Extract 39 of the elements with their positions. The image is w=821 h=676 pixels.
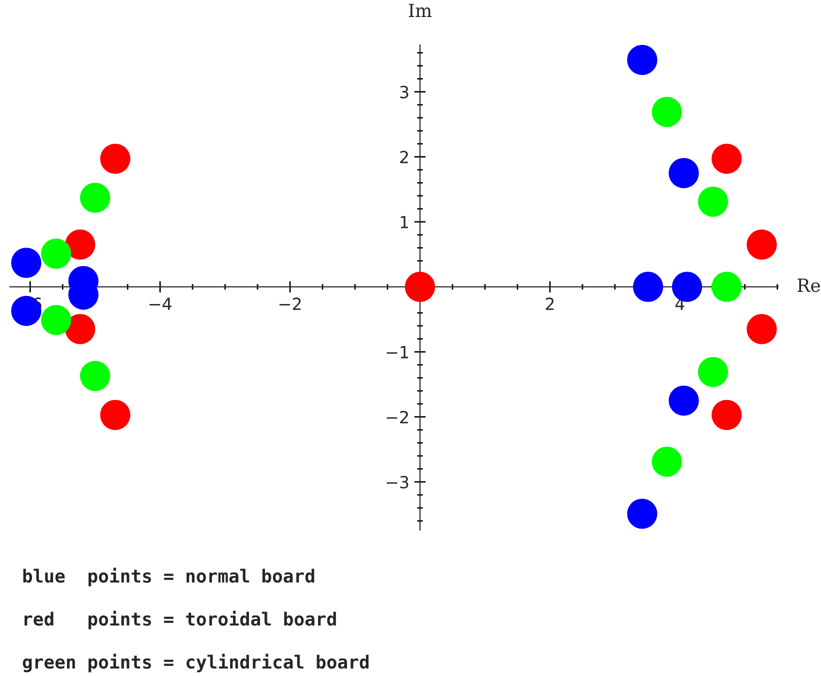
y-tick-label: −2 — [386, 410, 408, 424]
y-tick-label: 3 — [400, 86, 408, 98]
y-tick-label: 1 — [400, 216, 408, 228]
point — [632, 272, 664, 302]
x-tick-label: −4 — [150, 298, 172, 310]
point — [100, 144, 130, 174]
point — [100, 400, 130, 430]
point — [698, 356, 728, 388]
y-tick-label: −3 — [386, 476, 408, 488]
y-tick-label: −1 — [386, 346, 408, 358]
point — [404, 272, 436, 302]
point — [712, 272, 742, 302]
text: red points = toroidal board — [24, 610, 336, 630]
point — [11, 248, 42, 278]
point — [80, 182, 110, 213]
point — [11, 296, 42, 326]
point — [65, 230, 96, 260]
x-tick-label: 2 — [546, 298, 554, 310]
text: blue points = normal board — [23, 568, 314, 586]
point — [712, 144, 742, 174]
point — [65, 314, 96, 344]
point — [668, 158, 699, 188]
point — [41, 304, 72, 336]
point — [652, 96, 682, 128]
point — [746, 314, 777, 344]
point — [627, 498, 658, 529]
point — [712, 400, 742, 430]
point — [627, 44, 658, 76]
point — [652, 446, 682, 477]
point — [80, 360, 110, 391]
point — [698, 186, 728, 217]
point — [41, 238, 72, 269]
point — [668, 386, 699, 416]
text: green points = cylindrical board — [22, 654, 369, 672]
point — [746, 230, 777, 260]
x-tick-label: −2 — [280, 298, 301, 310]
x-axis-title: Re — [798, 278, 820, 292]
y-tick-label: 2 — [400, 150, 408, 164]
y-axis-title: Im — [408, 4, 432, 17]
